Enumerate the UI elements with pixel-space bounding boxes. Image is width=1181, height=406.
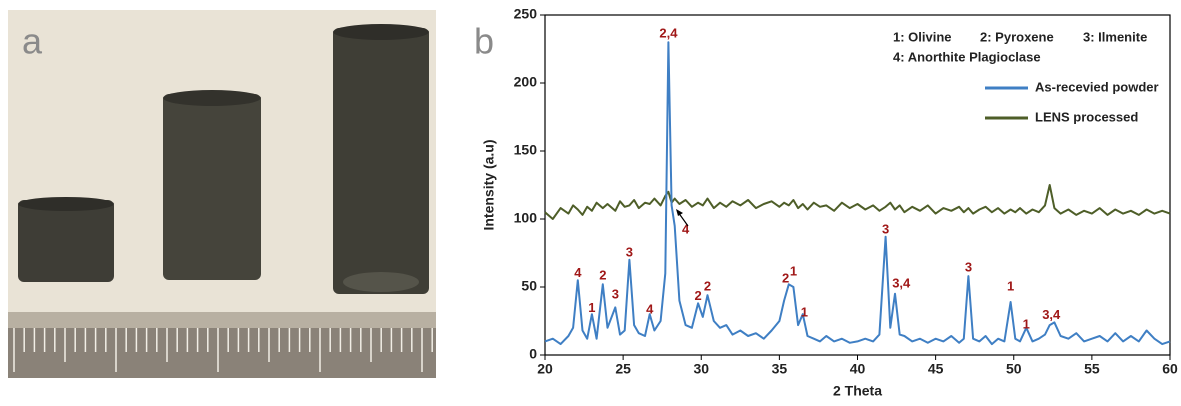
peak-label: 4 xyxy=(646,302,654,317)
x-axis-label: 2 Theta xyxy=(833,383,882,399)
sample-long xyxy=(333,28,429,294)
x-tick-label: 35 xyxy=(772,361,788,377)
peak-label: 1 xyxy=(790,263,797,278)
ruler-edge xyxy=(8,312,436,328)
legend-label: LENS processed xyxy=(1035,109,1138,124)
peak-label: 2 xyxy=(599,268,606,283)
peak-label: 3 xyxy=(882,221,889,236)
peak-label: 3,4 xyxy=(1042,307,1061,322)
y-tick-label: 50 xyxy=(521,278,537,294)
peak-label: 1 xyxy=(588,300,595,315)
peak-label: 4 xyxy=(574,265,582,280)
x-tick-label: 30 xyxy=(693,361,709,377)
legend-note: 3: Ilmenite xyxy=(1083,29,1147,44)
sample-medium xyxy=(163,94,261,280)
peak-label: 2 xyxy=(782,270,789,285)
y-tick-label: 0 xyxy=(529,346,537,362)
x-tick-label: 55 xyxy=(1084,361,1100,377)
panel-label: a xyxy=(22,21,43,62)
sample-short xyxy=(18,200,114,282)
peak-label: 2 xyxy=(704,278,711,293)
sample-bottom xyxy=(343,272,419,292)
y-tick-label: 200 xyxy=(514,74,538,90)
sample-top xyxy=(18,197,114,211)
arrow-head xyxy=(676,209,683,216)
legend-note: 1: Olivine xyxy=(893,29,952,44)
y-tick-label: 150 xyxy=(514,142,538,158)
peak-label: 3 xyxy=(965,259,972,274)
peak-label: 3 xyxy=(612,287,619,302)
peak-label: 4 xyxy=(682,221,690,236)
sample-top xyxy=(333,24,429,40)
x-tick-label: 60 xyxy=(1162,361,1178,377)
peak-label: 1 xyxy=(1023,317,1030,332)
peak-label: 3,4 xyxy=(892,276,911,291)
ruler-ticks xyxy=(13,328,433,372)
peak-label: 1 xyxy=(1007,278,1014,293)
x-tick-label: 45 xyxy=(928,361,944,377)
y-axis-label: Intensity (a.u) xyxy=(481,139,497,230)
series-line xyxy=(544,184,1171,220)
sample-top xyxy=(163,90,261,106)
peak-label: 3 xyxy=(626,244,633,259)
xrd-chart: 0 50 100 150 200 250 20 25 30 35 40 45 50 55 60 2 Theta… xyxy=(481,6,1178,399)
plot-frame xyxy=(544,14,1171,356)
x-tick-label: 20 xyxy=(537,361,553,377)
legend-note: 2: Pyroxene xyxy=(980,29,1054,44)
photo: a xyxy=(8,10,436,378)
x-tick-label: 25 xyxy=(615,361,631,377)
legend-label: As-recevied powder xyxy=(1035,79,1159,94)
legend-note: 4: Anorthite Plagioclase xyxy=(893,49,1041,64)
peak-label: 2,4 xyxy=(659,25,678,40)
y-tick-label: 100 xyxy=(514,210,538,226)
peak-label: 1 xyxy=(801,304,808,319)
x-tick-label: 40 xyxy=(850,361,866,377)
panel-label: b xyxy=(474,21,494,62)
series-line xyxy=(544,41,1171,346)
x-tick-label: 50 xyxy=(1006,361,1022,377)
y-tick-label: 250 xyxy=(514,6,538,22)
peak-label: 2 xyxy=(695,288,702,303)
